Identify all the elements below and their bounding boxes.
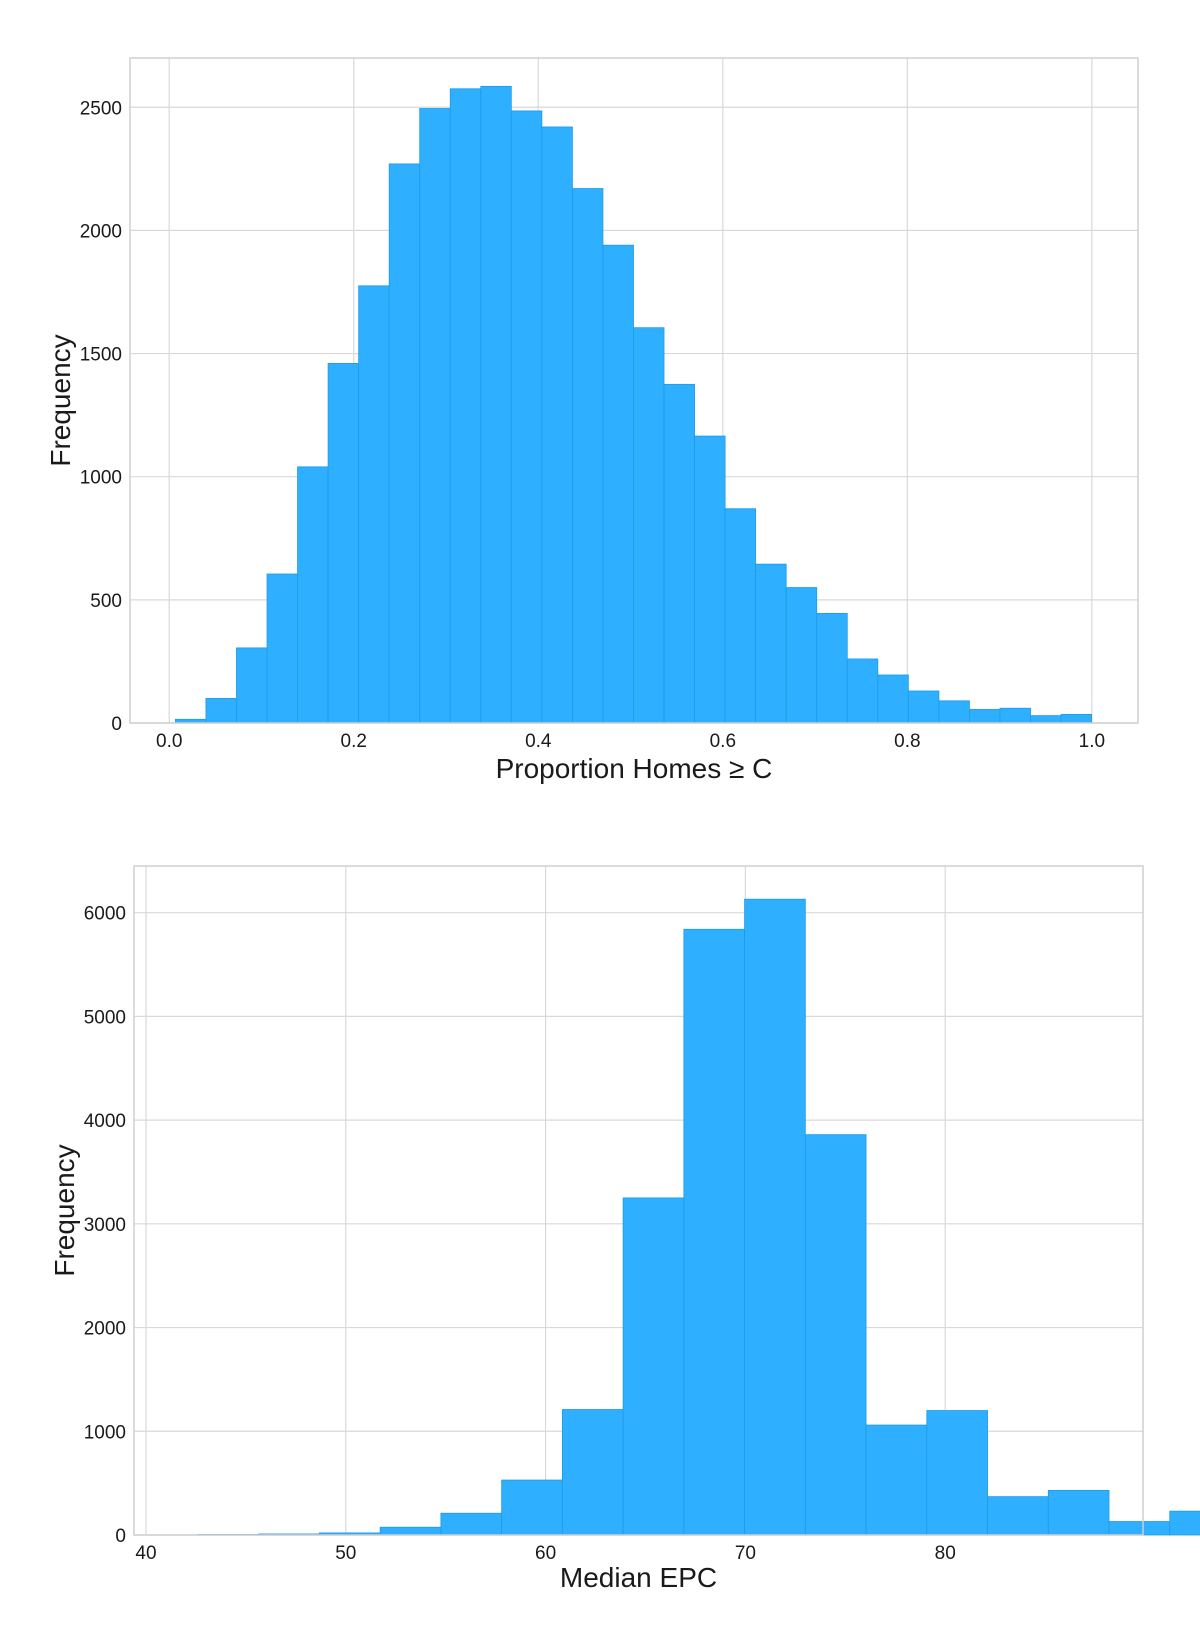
histogram-bar — [938, 700, 970, 724]
histogram-bar — [846, 658, 879, 724]
y-tick-label: 6000 — [84, 904, 126, 925]
x-tick-label: 70 — [735, 1543, 756, 1564]
x-tick-label: 60 — [535, 1543, 556, 1564]
y-tick-label: 500 — [90, 591, 122, 612]
y-tick-label: 3000 — [84, 1215, 126, 1236]
histogram-bar — [602, 244, 634, 724]
histogram-bar — [785, 587, 818, 724]
histogram-bar — [755, 563, 787, 724]
y-tick-label: 1500 — [80, 345, 122, 366]
y-tick-label: 5000 — [84, 1007, 126, 1028]
histogram-bar — [816, 612, 848, 724]
x-tick-label: 0.6 — [710, 731, 736, 752]
y-tick-label: 0 — [115, 1526, 126, 1547]
histogram-bar — [969, 709, 1001, 724]
histogram-bar — [480, 85, 512, 724]
bars — [174, 85, 1092, 724]
histogram-median-epc: 40 50 60 70 80 0 1000 2000 3000 4000 5000 6000 Med… — [49, 865, 1200, 1593]
histogram-bar — [683, 928, 745, 1536]
histogram-bar — [266, 573, 298, 724]
histogram-bar — [1169, 1510, 1200, 1536]
histogram-bar — [541, 126, 573, 724]
x-tick-label: 80 — [935, 1543, 956, 1564]
histogram-bar — [633, 327, 665, 724]
histogram-bar — [1047, 1490, 1110, 1536]
histogram-bar — [379, 1526, 442, 1536]
y-tick-label: 2500 — [80, 98, 122, 119]
y-tick-label: 1000 — [84, 1422, 126, 1443]
y-tick-label: 4000 — [84, 1111, 126, 1132]
histogram-bar — [205, 697, 237, 724]
histogram-bar — [358, 285, 390, 724]
x-tick-labels: 0.0 0.2 0.4 0.6 0.8 1.0 — [156, 731, 1105, 752]
y-tick-labels: 0 1000 2000 3000 4000 5000 6000 — [84, 904, 126, 1547]
x-axis-label: Median EPC — [560, 1562, 717, 1593]
x-tick-label: 40 — [135, 1543, 156, 1564]
y-tick-label: 2000 — [84, 1319, 126, 1340]
bars — [197, 898, 1200, 1536]
histogram-bar — [694, 435, 726, 724]
histogram-bar — [1108, 1521, 1171, 1536]
plot-frame — [133, 865, 1144, 1536]
histogram-bar — [510, 110, 543, 724]
x-tick-label: 0.2 — [341, 731, 367, 752]
histogram-bar — [572, 188, 604, 724]
x-tick-label: 0.8 — [894, 731, 920, 752]
histogram-bar — [501, 1479, 563, 1536]
histogram-bar — [419, 108, 451, 724]
histogram-bar — [236, 647, 268, 724]
histogram-bar — [865, 1424, 928, 1536]
histogram-bar — [327, 363, 360, 724]
histogram-bar — [926, 1410, 988, 1536]
histogram-bar — [440, 1512, 503, 1536]
x-tick-label: 50 — [335, 1543, 356, 1564]
plot-frame — [129, 57, 1139, 724]
histogram-bar — [1030, 715, 1062, 724]
y-tick-label: 0 — [111, 714, 122, 735]
histogram-bar — [907, 690, 940, 724]
histogram-bar — [999, 707, 1031, 724]
histogram-bar — [388, 163, 421, 724]
histogram-bar — [561, 1409, 624, 1536]
histogram-bar — [449, 88, 482, 724]
x-axis-label: Proportion Homes ≥ C — [496, 753, 773, 784]
histogram-bar — [724, 508, 757, 724]
histogram-bar — [804, 1134, 867, 1536]
histogram-bar — [987, 1496, 1049, 1536]
histogram-bar — [744, 898, 806, 1536]
histogram-bar — [1060, 713, 1092, 724]
histogram-proportion-homes: 0.0 0.2 0.4 0.6 0.8 1.0 05001000150020002500 … — [45, 57, 1139, 784]
y-tick-label: 1000 — [80, 468, 122, 489]
y-axis-label: Frequency — [45, 334, 76, 466]
x-tick-label: 1.0 — [1079, 731, 1105, 752]
histogram-bar — [622, 1197, 685, 1536]
y-tick-label: 2000 — [80, 221, 122, 242]
x-tick-labels: 40 50 60 70 80 — [135, 1543, 955, 1564]
histogram-bar — [297, 466, 329, 724]
y-tick-labels: 0 500 1000 1500 2000 2500 — [80, 98, 122, 735]
x-tick-label: 0.4 — [525, 731, 552, 752]
histogram-bar — [663, 383, 695, 724]
y-axis-label: Frequency — [49, 1144, 80, 1276]
x-tick-label: 0.0 — [156, 731, 182, 752]
histogram-bar — [877, 674, 909, 724]
